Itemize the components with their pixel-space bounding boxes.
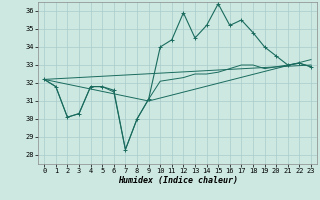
X-axis label: Humidex (Indice chaleur): Humidex (Indice chaleur) [118, 176, 238, 185]
